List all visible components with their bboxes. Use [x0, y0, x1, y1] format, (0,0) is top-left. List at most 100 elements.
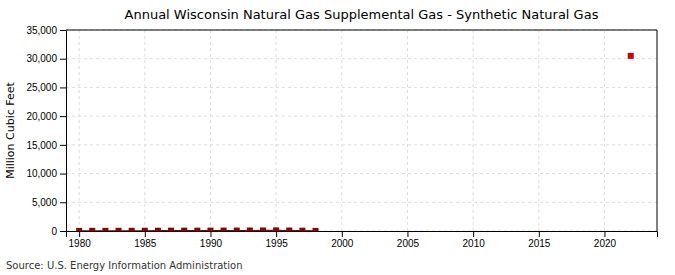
tick-mark — [60, 174, 66, 175]
marker — [221, 228, 227, 231]
marker — [76, 228, 82, 231]
annotation: Source: U.S. Energy Information Administ… — [6, 260, 243, 271]
tick-label: 0 — [51, 226, 57, 237]
marker — [129, 228, 135, 231]
grid-line — [407, 30, 408, 231]
tick: 1980 — [69, 231, 92, 249]
grid — [66, 30, 657, 231]
chart: 1980 1985 1990 1995 2000 2005 2010 2015 2020 0 5,0… — [0, 0, 675, 275]
marker — [89, 228, 95, 231]
grid-line — [66, 173, 657, 174]
grid-line — [66, 87, 657, 88]
tick: 2005 — [397, 231, 420, 249]
tick: 10,000 — [26, 168, 66, 179]
tick-label: 5,000 — [32, 197, 57, 208]
grid-line — [210, 30, 211, 231]
marker — [286, 228, 292, 231]
tick: 20,000 — [26, 111, 66, 122]
x-axis: 1980 1985 1990 1995 2000 2005 2010 2015 2020 — [67, 231, 658, 249]
tick-label: 1995 — [266, 238, 289, 249]
marker — [155, 228, 161, 231]
y-axis: 0 5,000 10,000 15,000 20,000 25,000 30,000 35,0… — [26, 25, 66, 237]
plot: 1980 1985 1990 1995 2000 2005 2010 2015 2020 0 5,0… — [26, 25, 657, 249]
series — [628, 53, 634, 59]
tick-label: 25,000 — [26, 82, 57, 93]
tick-label: 1980 — [69, 238, 92, 249]
tick-mark — [539, 231, 540, 237]
tick-label: 2010 — [463, 238, 486, 249]
tick: 15,000 — [26, 140, 66, 151]
tick-label: 20,000 — [26, 111, 57, 122]
tick: 1990 — [200, 231, 223, 249]
title: Annual Wisconsin Natural Gas Supplementa… — [125, 7, 599, 22]
frame-line — [657, 30, 658, 231]
frame-line — [66, 30, 657, 31]
grid-line — [538, 30, 539, 231]
tick: 2020 — [594, 231, 617, 249]
tick-mark — [407, 231, 408, 237]
tick-label: 1985 — [134, 238, 157, 249]
marker — [194, 228, 200, 231]
axis-line — [67, 232, 658, 238]
tick-mark — [145, 231, 146, 237]
tick-label: 30,000 — [26, 53, 57, 64]
grid-line — [144, 30, 145, 231]
tick: 1985 — [134, 231, 157, 249]
tick-mark — [60, 145, 66, 146]
tick-mark — [473, 231, 474, 237]
tick-mark — [210, 231, 211, 237]
tick-label: 35,000 — [26, 25, 57, 36]
grid-line — [66, 30, 657, 31]
tick: 2000 — [331, 231, 354, 249]
tick-mark — [60, 116, 66, 117]
grid-line — [473, 30, 474, 231]
grid-line — [79, 30, 80, 231]
tick-mark — [276, 231, 277, 237]
tick: 0 — [51, 226, 66, 237]
series — [76, 227, 318, 231]
marker — [116, 228, 122, 231]
grid-line — [66, 58, 657, 59]
marker — [142, 228, 148, 231]
tick: 35,000 — [26, 25, 66, 36]
tick-mark — [60, 231, 66, 232]
tick-label: 10,000 — [26, 168, 57, 179]
tick: 30,000 — [26, 53, 66, 64]
marker — [247, 228, 253, 231]
tick-label: 2000 — [331, 238, 354, 249]
grid-line — [66, 144, 657, 145]
grid-line — [604, 30, 605, 231]
tick-mark — [342, 231, 343, 237]
tick: 5,000 — [32, 197, 66, 208]
tick-mark — [604, 231, 605, 237]
grid-line — [276, 30, 277, 231]
marker — [234, 228, 240, 231]
data-marks — [76, 53, 634, 231]
tick-label: 2005 — [397, 238, 420, 249]
marker — [207, 228, 213, 231]
tick-label: 2015 — [528, 238, 551, 249]
grid-line — [66, 116, 657, 117]
tick: 2010 — [463, 231, 486, 249]
grid-line — [66, 202, 657, 203]
marker — [628, 53, 634, 59]
marker — [313, 228, 319, 231]
grid-line — [341, 30, 342, 231]
tick-label: 2020 — [594, 238, 617, 249]
tick: 1995 — [266, 231, 289, 249]
tick-label: 15,000 — [26, 140, 57, 151]
marker — [102, 228, 108, 231]
tick-mark — [60, 30, 66, 31]
marker — [260, 227, 266, 231]
tick-label: 1990 — [200, 238, 223, 249]
tick-mark — [60, 87, 66, 88]
marker — [168, 228, 174, 231]
marker — [273, 227, 279, 231]
marker — [181, 228, 187, 231]
marker — [299, 228, 305, 231]
axis-line — [60, 31, 67, 232]
tick: 2015 — [528, 231, 551, 249]
tick-mark — [60, 59, 66, 60]
tick: 25,000 — [26, 82, 66, 93]
tick-mark — [60, 202, 66, 203]
